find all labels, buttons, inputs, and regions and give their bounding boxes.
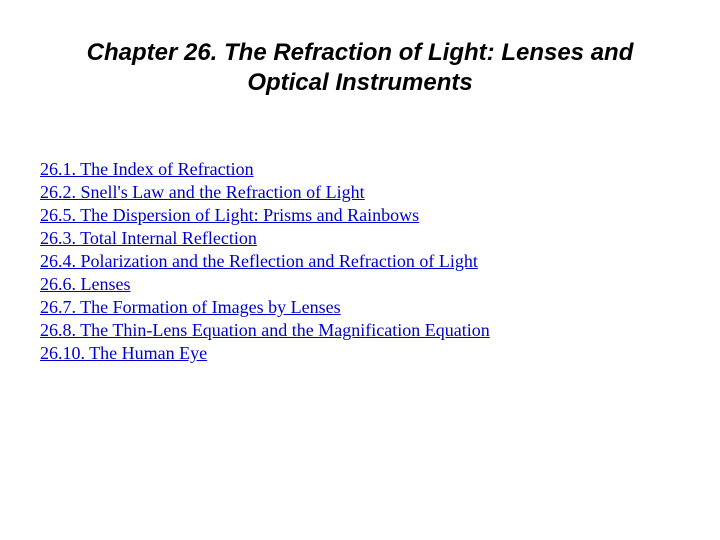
section-link[interactable]: 26.1. The Index of Refraction: [40, 158, 254, 181]
section-links-list: 26.1. The Index of Refraction 26.2. Snel…: [40, 158, 660, 365]
section-link[interactable]: 26.4. Polarization and the Reflection an…: [40, 250, 478, 273]
section-link[interactable]: 26.3. Total Internal Reflection: [40, 227, 257, 250]
slide-container: Chapter 26. The Refraction of Light: Len…: [0, 0, 720, 540]
chapter-title: Chapter 26. The Refraction of Light: Len…: [80, 38, 640, 98]
section-link[interactable]: 26.8. The Thin-Lens Equation and the Mag…: [40, 319, 490, 342]
section-link[interactable]: 26.5. The Dispersion of Light: Prisms an…: [40, 204, 419, 227]
section-link[interactable]: 26.6. Lenses: [40, 273, 130, 296]
section-link[interactable]: 26.2. Snell's Law and the Refraction of …: [40, 181, 365, 204]
section-link[interactable]: 26.10. The Human Eye: [40, 342, 207, 365]
section-link[interactable]: 26.7. The Formation of Images by Lenses: [40, 296, 341, 319]
